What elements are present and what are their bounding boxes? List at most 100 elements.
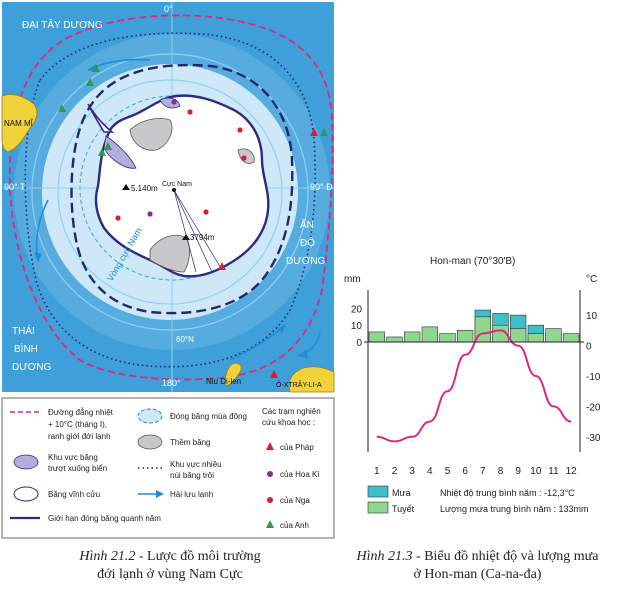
legend-current-arrowhead xyxy=(156,490,164,498)
station-uk-marker xyxy=(98,148,106,156)
dot-icon xyxy=(267,471,273,477)
x-tick-label: 1 xyxy=(374,466,380,477)
ray-3 xyxy=(173,189,213,273)
legend-ice-shelf: Thềm băng xyxy=(170,438,210,447)
legend-winter-ice: Đóng băng mùa đông xyxy=(170,412,247,421)
iceberg-line xyxy=(24,32,316,368)
y-left-label: mm xyxy=(344,274,361,285)
x-tick-label: 11 xyxy=(548,466,559,477)
new-zealand-label: Niu Di-len xyxy=(206,377,241,386)
station-russia-marker xyxy=(241,155,247,161)
station-usa-marker xyxy=(171,99,177,105)
y-right-tick-label: 10 xyxy=(586,311,598,322)
station-uk-marker xyxy=(86,78,94,86)
dot-icon xyxy=(267,497,273,503)
peak-2-marker xyxy=(182,234,190,240)
australia xyxy=(288,366,335,393)
legend-icebergs-1: Khu vực nhiều xyxy=(170,460,222,469)
station-france-marker xyxy=(270,370,278,378)
snow-bar xyxy=(563,333,580,343)
peak-1-marker xyxy=(122,184,130,190)
snow-bar xyxy=(421,326,438,343)
south-america-label: NAM MĨ xyxy=(4,119,34,128)
ray-2 xyxy=(173,189,197,273)
latitude-60-label: 60°N xyxy=(176,335,194,344)
legend-icebergs-2: núi băng trôi xyxy=(170,471,214,480)
x-tick-label: 7 xyxy=(480,466,486,477)
station-france-marker xyxy=(218,262,226,270)
x-tick-label: 3 xyxy=(409,466,415,477)
y-right-label: °C xyxy=(586,274,597,285)
australia-label: Ô-XTRÂY-LI-A xyxy=(276,380,322,389)
figure-caption-left: Hình 21.2 - Lược đồ môi trường đới lạnh … xyxy=(10,548,330,584)
meridian-left-label: 90° T xyxy=(4,182,26,192)
station-uk-marker xyxy=(58,104,66,112)
legend-station-2: của Nga xyxy=(280,496,310,505)
atlantic-label: ĐẠI TÂY DƯƠNG xyxy=(22,18,103,31)
snow-bar xyxy=(545,328,562,343)
south-pole-marker xyxy=(172,188,176,192)
ross-ice-shelf xyxy=(149,234,190,273)
chart-note-temperature: Nhiệt độ trung bình năm : -12,3°C xyxy=(440,488,575,498)
legend-snow-label: Tuyết xyxy=(392,504,415,514)
chart-bars xyxy=(368,309,580,343)
caption-left-line2: đới lạnh ở vùng Nam Cực xyxy=(97,567,243,582)
x-tick-label: 4 xyxy=(427,466,433,477)
snow-bar xyxy=(457,329,474,343)
chart-title: Hon-man (70°30'B) xyxy=(430,256,515,267)
legend-permanent-ice-swatch xyxy=(13,486,39,502)
x-tick-label: 12 xyxy=(566,466,578,477)
ray-1 xyxy=(173,189,223,271)
legend-ice-shelf-swatch xyxy=(137,434,163,450)
station-usa-marker xyxy=(147,211,153,217)
map-legend: Đường đẳng nhiệt + 10°C (tháng I), ranh … xyxy=(1,397,335,539)
pole-label: Cực Nam xyxy=(162,181,192,188)
legend-snow-swatch xyxy=(367,501,389,514)
station-russia-marker xyxy=(187,109,193,115)
pacific-label-1: THÁI xyxy=(12,324,35,337)
y-left-tick-label: 0 xyxy=(356,338,362,349)
x-tick-label: 10 xyxy=(530,466,542,477)
x-tick-label: 5 xyxy=(445,466,451,477)
figure-caption-right: Hình 21.3 - Biểu đồ nhiệt độ và lượng mư… xyxy=(330,548,625,584)
cold-current-3-arrowhead xyxy=(278,324,286,334)
legend-isotherm-1: Đường đẳng nhiệt xyxy=(48,408,114,417)
station-russia-marker xyxy=(115,215,121,221)
caption-right-label: Hình 21.3 xyxy=(356,549,413,564)
y-left-tick-label: 20 xyxy=(351,304,363,315)
indian-label-1: ẤN xyxy=(300,218,314,231)
south-america xyxy=(1,94,38,153)
legend-isotherm-3: ranh giới đới lạnh xyxy=(48,432,111,441)
peak-1-label: 5.140m xyxy=(131,184,158,193)
chart-axes xyxy=(364,290,584,452)
y-right-tick-label: 0 xyxy=(586,342,592,353)
latitude-circle-60 xyxy=(57,79,283,305)
pacific-label-3: DƯƠNG xyxy=(12,362,52,373)
snow-bar xyxy=(404,331,421,343)
snow-bar xyxy=(368,331,385,343)
x-tick-label: 6 xyxy=(462,466,468,477)
triangle-icon xyxy=(266,442,274,450)
snow-bar xyxy=(527,333,544,343)
indian-label-3: DƯƠNG xyxy=(286,256,326,267)
peak-2-label: 3794m xyxy=(190,233,215,242)
station-france-marker xyxy=(310,128,318,136)
cold-current-2-arrowhead xyxy=(34,252,42,262)
legend-pack-limit: Giới hạn đóng băng quanh năm xyxy=(48,514,161,523)
legend-rain-swatch xyxy=(367,485,389,498)
snow-bar xyxy=(439,333,456,343)
station-uk-marker xyxy=(92,64,100,72)
station-russia-marker xyxy=(203,209,209,215)
caption-left-label: Hình 21.2 xyxy=(79,549,136,564)
chart-temperature-line xyxy=(376,329,572,443)
y-left-tick-label: 10 xyxy=(351,321,363,332)
legend-station-0: của Pháp xyxy=(280,443,314,452)
pack-ice-limit xyxy=(70,63,294,315)
temperature-line xyxy=(376,329,572,443)
x-tick-label: 2 xyxy=(392,466,398,477)
meridian-bottom-label: 180° xyxy=(162,378,181,388)
legend-current: Hải lưu lạnh xyxy=(170,490,213,499)
snow-bar xyxy=(386,336,403,343)
caption-right-line1: - Biểu đồ nhiệt độ và lượng mưa xyxy=(412,549,599,564)
